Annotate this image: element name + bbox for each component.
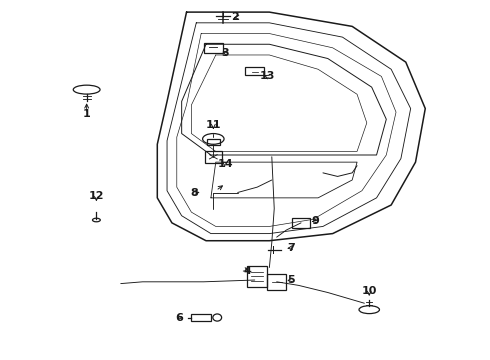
Text: 3: 3 — [221, 48, 229, 58]
Text: 11: 11 — [206, 120, 221, 130]
Text: 8: 8 — [190, 188, 198, 198]
Text: 14: 14 — [218, 159, 233, 169]
Text: 6: 6 — [175, 312, 183, 323]
Text: 10: 10 — [362, 286, 377, 296]
Text: 5: 5 — [288, 275, 295, 285]
Text: 4: 4 — [244, 266, 251, 276]
Text: 7: 7 — [288, 243, 295, 253]
Text: 13: 13 — [259, 71, 274, 81]
Text: 9: 9 — [312, 216, 319, 226]
Text: 12: 12 — [89, 191, 104, 201]
Text: 2: 2 — [231, 13, 239, 22]
Text: 1: 1 — [83, 109, 91, 119]
